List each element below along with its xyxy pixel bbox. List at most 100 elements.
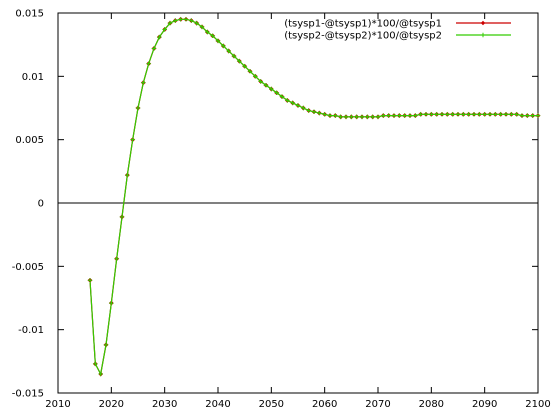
y-tick-label: -0.005 [12, 262, 44, 273]
legend-marker-2 [480, 32, 486, 38]
legend-marker-1 [480, 20, 486, 26]
series-2-point [375, 114, 381, 120]
y-tick-label: 0.015 [15, 9, 44, 20]
series-2-point [455, 112, 461, 117]
series-2-point [370, 114, 375, 120]
series-2-point [482, 112, 487, 117]
legend: (tsysp1-@tsysp1)*100/@tsysp1(tsysp2-@tsy… [284, 19, 511, 42]
series-2-point [418, 112, 423, 117]
series-2-point [151, 46, 157, 51]
series-2-point [130, 137, 135, 142]
x-tick-label: 2030 [152, 399, 177, 410]
series-1 [87, 16, 541, 377]
series-2-point [397, 113, 402, 118]
series-2-point [359, 114, 365, 120]
series-2-point [237, 58, 242, 64]
series-2-point [493, 112, 498, 117]
series-2-point [381, 113, 386, 118]
series-2-point [498, 112, 503, 117]
series-2-point [301, 105, 306, 111]
series-2-point [439, 112, 445, 117]
series-2-point [402, 113, 407, 118]
series-2-point [477, 112, 482, 117]
series-2-point [93, 361, 98, 367]
x-axis: 2010 2020 2030 2040 2050 2060 2070 2080 2090 2100 [45, 13, 551, 410]
series-2-point [519, 113, 525, 118]
series-2-point [290, 100, 295, 106]
series-2-point [509, 112, 514, 117]
series-2-point [194, 20, 199, 26]
series-2-point [391, 113, 397, 118]
series-2-point [317, 110, 322, 116]
x-tick-label: 2080 [419, 399, 444, 410]
series-2-point [354, 114, 359, 120]
y-axis: 0.015 0.01 0.005 0 -0.005 -0.01 -0.015 [12, 9, 538, 400]
series-2-point [215, 38, 221, 44]
series-2-point [530, 113, 535, 118]
series-2-point [210, 33, 215, 38]
series-2-point [487, 112, 493, 117]
series-2-point [87, 278, 93, 283]
series-2-point [333, 113, 338, 118]
series-2-point [413, 113, 418, 118]
series-2 [87, 17, 541, 377]
series-2-point [386, 113, 391, 118]
series-2-point [263, 83, 269, 88]
legend-label-1: (tsysp1-@tsysp1)*100/@tsysp1 [284, 19, 442, 30]
y-tick-label: 0.01 [22, 72, 44, 83]
series-2-point [125, 172, 130, 178]
series-2-point [247, 69, 253, 74]
y-tick-label: 0 [38, 199, 44, 210]
series-2-point [109, 300, 114, 306]
series-2-point [258, 79, 263, 84]
series-2-line [89, 18, 538, 376]
series-2-point [338, 114, 343, 120]
series-2-point [445, 112, 450, 117]
series-2-point [434, 112, 439, 117]
y-tick-label: -0.01 [18, 325, 44, 336]
series-2-point [461, 112, 466, 117]
series-2-point [135, 105, 141, 111]
series-2-point [503, 112, 509, 117]
series-layer [87, 16, 541, 377]
y-tick-label: -0.015 [12, 389, 44, 400]
series-1-line [89, 18, 538, 376]
series-2-point [407, 113, 413, 118]
series-2-point [183, 17, 189, 22]
series-2-point [311, 109, 317, 114]
series-2-point [343, 114, 349, 120]
legend-label-2: (tsysp2-@tsysp2)*100/@tsysp2 [284, 31, 442, 42]
x-tick-label: 2020 [99, 399, 124, 410]
series-2-point [141, 80, 146, 85]
series-2-point [535, 113, 541, 118]
series-2-point [349, 114, 354, 120]
series-2-point [306, 108, 311, 113]
x-tick-label: 2010 [45, 399, 70, 410]
series-2-point [365, 114, 370, 120]
y-tick-label: 0.005 [15, 135, 44, 146]
series-2-point [466, 112, 471, 117]
series-2-point [423, 112, 429, 117]
series-2-point [199, 24, 205, 30]
series-2-point [114, 256, 119, 261]
series-2-point [173, 18, 178, 23]
x-tick-label: 2090 [472, 399, 497, 410]
series-2-point [450, 112, 455, 117]
series-2-point [525, 113, 530, 118]
series-2-point [157, 34, 162, 40]
x-tick-label: 2060 [312, 399, 337, 410]
series-2-point [205, 29, 210, 35]
series-2-point [253, 74, 258, 79]
series-2-point [178, 17, 183, 22]
series-2-point [98, 371, 103, 377]
series-2-point [322, 112, 327, 117]
series-2-point [103, 342, 109, 348]
series-2-point [119, 214, 125, 220]
series-2-point [189, 18, 194, 23]
series-2-point [162, 27, 167, 32]
series-2-point [279, 94, 285, 99]
x-tick-label: 2050 [259, 399, 284, 410]
series-2-point [471, 112, 477, 117]
series-2-point [221, 43, 226, 49]
